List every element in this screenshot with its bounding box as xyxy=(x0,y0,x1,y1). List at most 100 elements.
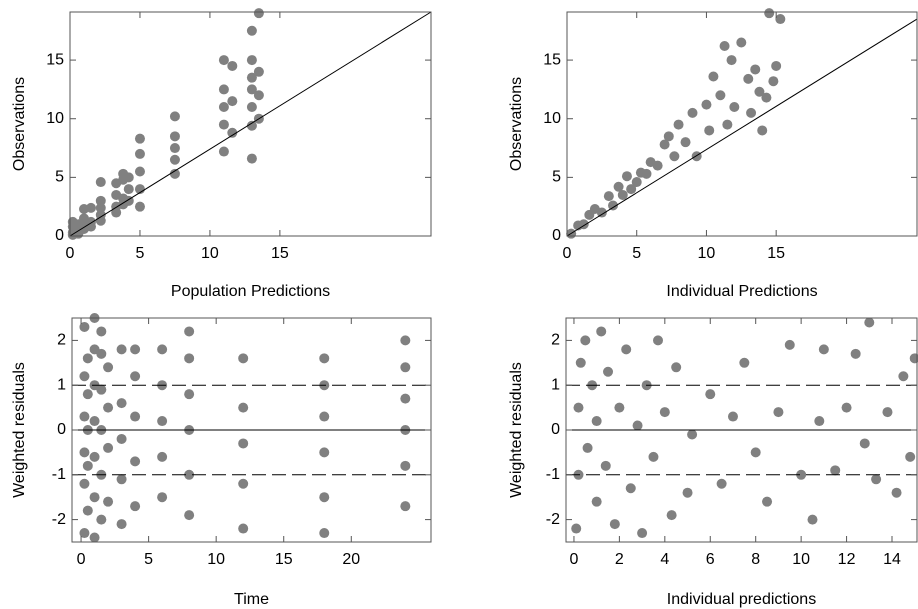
data-point xyxy=(82,389,93,400)
data-point xyxy=(898,371,909,382)
data-point xyxy=(580,335,591,346)
data-point xyxy=(807,514,818,525)
data-point xyxy=(614,402,625,413)
data-point xyxy=(123,172,134,183)
y-tick-label: 10 xyxy=(543,110,561,127)
data-point xyxy=(246,153,257,164)
data-point xyxy=(246,25,257,36)
data-point xyxy=(625,483,636,494)
data-point xyxy=(79,321,90,332)
data-point xyxy=(169,154,180,165)
data-point xyxy=(784,339,795,350)
data-point xyxy=(701,99,712,110)
y-tick-label: 2 xyxy=(551,332,560,349)
data-point xyxy=(227,60,238,71)
data-point xyxy=(227,96,238,107)
data-point xyxy=(89,492,100,503)
x-tick-label: 12 xyxy=(838,551,856,568)
data-point xyxy=(761,92,772,103)
data-point xyxy=(659,139,670,150)
data-point xyxy=(246,84,257,95)
x-tick-label: 2 xyxy=(615,551,624,568)
data-point xyxy=(814,416,825,427)
reference-line xyxy=(566,18,918,237)
plot-frame xyxy=(69,11,432,237)
data-point xyxy=(705,389,716,400)
data-point xyxy=(582,442,593,453)
data-point xyxy=(575,357,586,368)
data-point xyxy=(96,514,107,525)
data-point xyxy=(95,195,106,206)
y-tick-label: 15 xyxy=(543,51,561,68)
data-point xyxy=(253,90,264,101)
x-tick-label: 6 xyxy=(706,551,715,568)
data-point xyxy=(218,84,229,95)
data-point xyxy=(238,353,249,364)
data-point xyxy=(691,151,702,162)
data-point xyxy=(79,411,90,422)
data-point xyxy=(400,393,411,404)
data-point xyxy=(246,55,257,66)
data-point xyxy=(727,411,738,422)
x-tick-label: 0 xyxy=(66,245,75,262)
data-point xyxy=(116,433,127,444)
x-tick-label: 0 xyxy=(563,245,572,262)
data-point xyxy=(169,168,180,179)
x-tick-label: 20 xyxy=(342,551,360,568)
data-point xyxy=(157,344,168,355)
data-point xyxy=(95,177,106,188)
data-point xyxy=(96,384,107,395)
data-point xyxy=(79,478,90,489)
data-point xyxy=(82,505,93,516)
data-point xyxy=(82,460,93,471)
data-point xyxy=(621,344,632,355)
data-point xyxy=(757,125,768,136)
data-point xyxy=(768,76,779,87)
data-point xyxy=(116,344,127,355)
data-point xyxy=(591,496,602,507)
data-point xyxy=(246,120,257,131)
data-point xyxy=(596,207,607,218)
y-tick-label: 0 xyxy=(55,227,64,244)
data-point xyxy=(95,202,106,213)
data-point xyxy=(96,326,107,337)
data-point xyxy=(103,362,114,373)
data-point xyxy=(116,398,127,409)
x-tick-label: 10 xyxy=(207,551,225,568)
data-point xyxy=(85,202,96,213)
data-point xyxy=(882,407,893,418)
data-point xyxy=(673,119,684,130)
x-tick-label: 15 xyxy=(275,551,293,568)
data-point xyxy=(739,357,750,368)
y-tick-label: -2 xyxy=(52,511,66,528)
data-point xyxy=(116,474,127,485)
data-point xyxy=(253,8,264,19)
y-tick-label: 10 xyxy=(46,110,64,127)
data-point xyxy=(111,207,122,218)
x-tick-label: 0 xyxy=(569,551,578,568)
data-point xyxy=(123,184,134,195)
data-point xyxy=(617,189,628,200)
y-tick-label: 5 xyxy=(552,169,561,186)
data-point xyxy=(682,487,693,498)
data-point xyxy=(218,101,229,112)
data-point xyxy=(631,177,642,188)
data-point xyxy=(603,366,614,377)
data-point xyxy=(603,191,614,202)
data-point xyxy=(909,353,918,364)
data-point xyxy=(613,181,624,192)
y-axis-label: Weighted residuals xyxy=(508,362,525,498)
data-point xyxy=(716,478,727,489)
data-point xyxy=(715,90,726,101)
data-point xyxy=(666,510,677,521)
data-point xyxy=(319,411,330,422)
data-point xyxy=(609,519,620,530)
data-point xyxy=(130,456,141,467)
data-point xyxy=(400,460,411,471)
x-axis-label: Individual predictions xyxy=(667,591,816,608)
data-point xyxy=(184,326,195,337)
data-point xyxy=(227,127,238,138)
y-tick-label: -1 xyxy=(52,466,66,483)
data-point xyxy=(708,71,719,82)
y-tick-label: 0 xyxy=(552,227,561,244)
